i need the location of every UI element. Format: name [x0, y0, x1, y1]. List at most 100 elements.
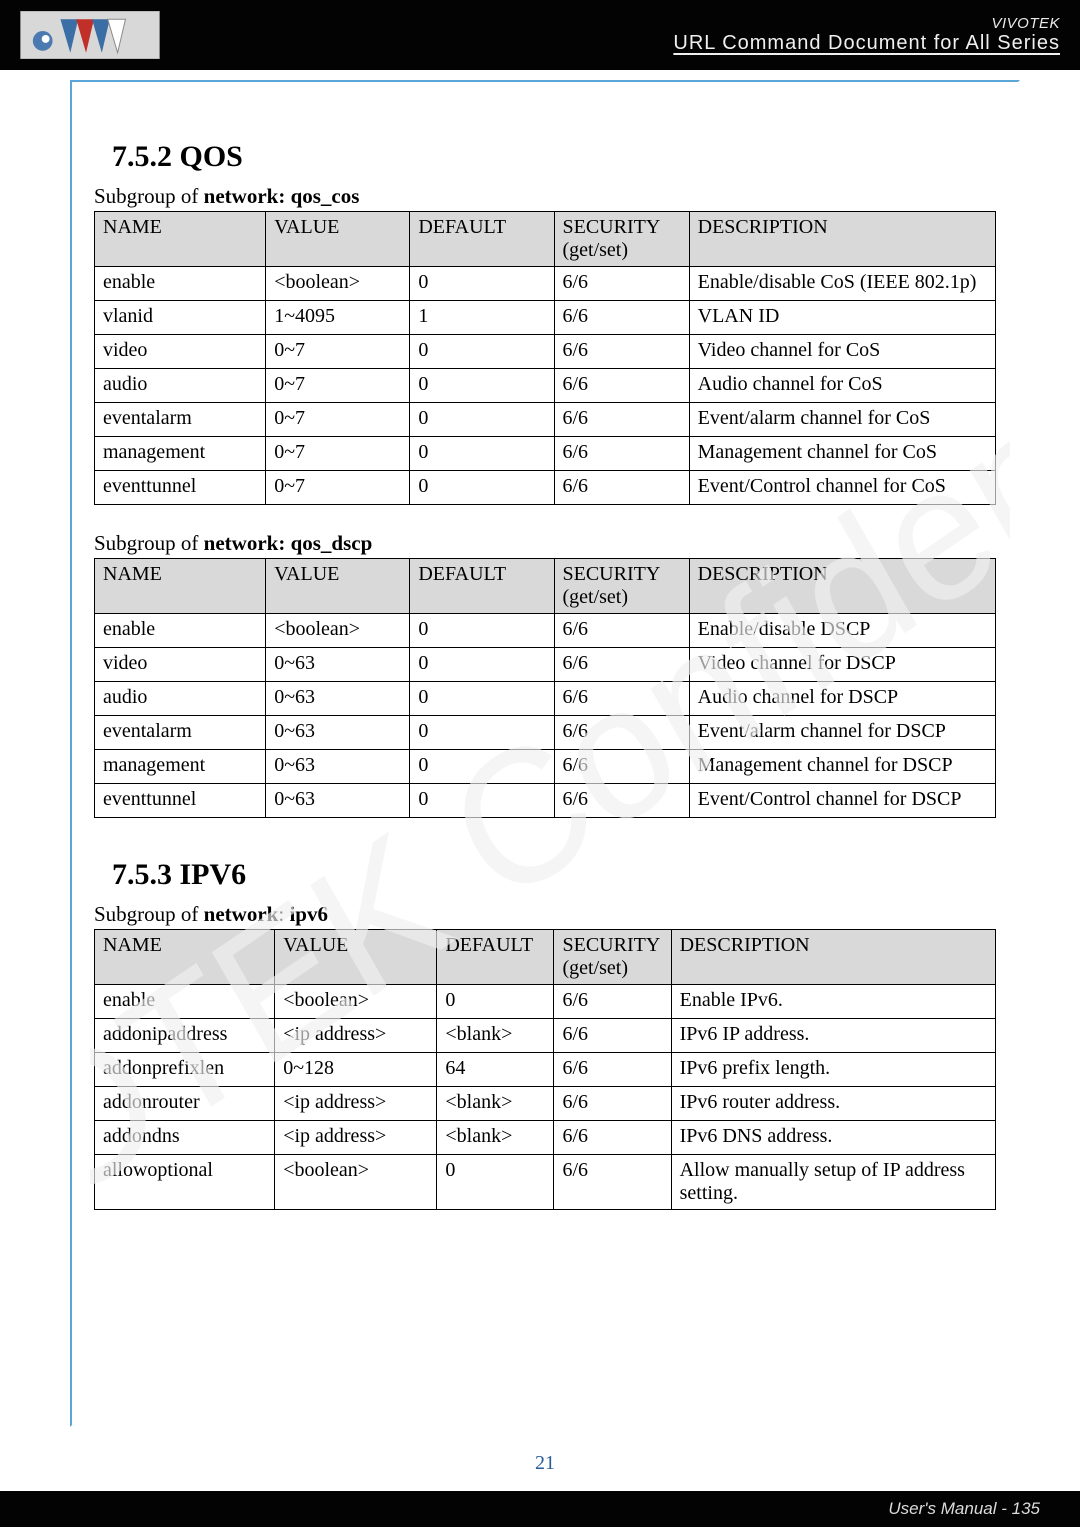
- table-cell: enable: [95, 614, 266, 648]
- table-cell: 0: [410, 471, 554, 505]
- th-value: VALUE: [266, 212, 410, 267]
- th-security: SECURITY(get/set): [554, 212, 689, 267]
- table-row: management0~706/6Management channel for …: [95, 437, 996, 471]
- th-security: SECURITY(get/set): [554, 930, 671, 985]
- table-cell: 0~7: [266, 403, 410, 437]
- table-cell: IPv6 prefix length.: [671, 1053, 995, 1087]
- table-cell: 0~63: [266, 682, 410, 716]
- table-cell: eventalarm: [95, 716, 266, 750]
- header-text: VIVOTEK URL Command Document for All Ser…: [673, 15, 1060, 55]
- table-cell: Event/alarm channel for CoS: [689, 403, 995, 437]
- table-cell: 0: [437, 1155, 554, 1210]
- table-cell: 6/6: [554, 614, 689, 648]
- footer-text: User's Manual - 135: [888, 1499, 1040, 1519]
- th-default: DEFAULT: [410, 212, 554, 267]
- table-cell: 6/6: [554, 750, 689, 784]
- table-row: addonprefixlen0~128646/6IPv6 prefix leng…: [95, 1053, 996, 1087]
- table-cell: Enable/disable CoS (IEEE 802.1p): [689, 267, 995, 301]
- table-cell: Audio channel for CoS: [689, 369, 995, 403]
- page-number: 21: [72, 1452, 1018, 1475]
- header-brand: VIVOTEK: [673, 15, 1060, 32]
- table-cell: 0: [410, 614, 554, 648]
- table-cell: 0: [410, 335, 554, 369]
- table-cell: 0~128: [275, 1053, 437, 1087]
- table-row: audio0~6306/6Audio channel for DSCP: [95, 682, 996, 716]
- table-cell: 6/6: [554, 784, 689, 818]
- table-cell: <ip address>: [275, 1019, 437, 1053]
- table-row: addonrouter<ip address><blank>6/6IPv6 ro…: [95, 1087, 996, 1121]
- table-cell: 0~63: [266, 750, 410, 784]
- table-cell: <boolean>: [275, 985, 437, 1019]
- table-row: video0~706/6Video channel for CoS: [95, 335, 996, 369]
- table-row: enable<boolean>06/6Enable/disable CoS (I…: [95, 267, 996, 301]
- table-cell: 6/6: [554, 1155, 671, 1210]
- table-cell: 6/6: [554, 682, 689, 716]
- table-cell: <boolean>: [266, 614, 410, 648]
- th-description: DESCRIPTION: [671, 930, 995, 985]
- table-cell: 0~7: [266, 471, 410, 505]
- table-cell: IPv6 DNS address.: [671, 1121, 995, 1155]
- table-cell: 6/6: [554, 437, 689, 471]
- th-default: DEFAULT: [437, 930, 554, 985]
- table-row: eventalarm0~706/6Event/alarm channel for…: [95, 403, 996, 437]
- table-cell: 0~63: [266, 648, 410, 682]
- th-value: VALUE: [266, 559, 410, 614]
- table-cell: 6/6: [554, 471, 689, 505]
- subgroup-label-dscp: Subgroup of network: qos_dscp: [94, 531, 996, 556]
- table-cell: video: [95, 648, 266, 682]
- table-header-row: NAME VALUE DEFAULT SECURITY(get/set) DES…: [95, 559, 996, 614]
- th-name: NAME: [95, 559, 266, 614]
- th-value: VALUE: [275, 930, 437, 985]
- table-cell: 6/6: [554, 1019, 671, 1053]
- table-cell: video: [95, 335, 266, 369]
- table-cell: enable: [95, 267, 266, 301]
- table-cell: <ip address>: [275, 1087, 437, 1121]
- table-cell: 6/6: [554, 267, 689, 301]
- page-footer: User's Manual - 135: [0, 1491, 1080, 1527]
- section-heading-ipv6: 7.5.3 IPV6: [112, 858, 996, 892]
- table-cell: Management channel for DSCP: [689, 750, 995, 784]
- table-cell: audio: [95, 369, 266, 403]
- table-cell: <boolean>: [266, 267, 410, 301]
- table-cell: 0: [410, 437, 554, 471]
- table-cell: 0~7: [266, 437, 410, 471]
- table-cell: 6/6: [554, 1053, 671, 1087]
- table-cell: 6/6: [554, 648, 689, 682]
- table-cell: management: [95, 750, 266, 784]
- table-cell: 6/6: [554, 1121, 671, 1155]
- th-name: NAME: [95, 212, 266, 267]
- table-cell: 0: [410, 648, 554, 682]
- table-row: eventalarm0~6306/6Event/alarm channel fo…: [95, 716, 996, 750]
- table-cell: Event/alarm channel for DSCP: [689, 716, 995, 750]
- table-cell: Video channel for DSCP: [689, 648, 995, 682]
- page-header: VIVOTEK URL Command Document for All Ser…: [0, 0, 1080, 70]
- table-qos-cos: NAME VALUE DEFAULT SECURITY(get/set) DES…: [94, 211, 996, 505]
- table-cell: 0: [410, 784, 554, 818]
- table-cell: <blank>: [437, 1087, 554, 1121]
- table-row: enable<boolean>06/6Enable/disable DSCP: [95, 614, 996, 648]
- table-cell: eventtunnel: [95, 471, 266, 505]
- table-cell: 6/6: [554, 716, 689, 750]
- th-description: DESCRIPTION: [689, 212, 995, 267]
- table-cell: 0: [410, 682, 554, 716]
- content-frame: 7.5.2 QOS Subgroup of network: qos_cos N…: [70, 80, 1020, 1427]
- table-cell: Video channel for CoS: [689, 335, 995, 369]
- table-cell: 0: [410, 716, 554, 750]
- table-cell: audio: [95, 682, 266, 716]
- subgroup-label-cos: Subgroup of network: qos_cos: [94, 184, 996, 209]
- table-cell: Audio channel for DSCP: [689, 682, 995, 716]
- table-cell: 0: [410, 403, 554, 437]
- table-cell: <boolean>: [275, 1155, 437, 1210]
- table-cell: <ip address>: [275, 1121, 437, 1155]
- table-cell: Enable IPv6.: [671, 985, 995, 1019]
- th-security: SECURITY(get/set): [554, 559, 689, 614]
- table-cell: 0~7: [266, 335, 410, 369]
- table-row: audio0~706/6Audio channel for CoS: [95, 369, 996, 403]
- table-cell: Management channel for CoS: [689, 437, 995, 471]
- th-description: DESCRIPTION: [689, 559, 995, 614]
- table-row: management0~6306/6Management channel for…: [95, 750, 996, 784]
- table-cell: addonprefixlen: [95, 1053, 275, 1087]
- table-cell: 6/6: [554, 369, 689, 403]
- table-cell: 6/6: [554, 985, 671, 1019]
- table-row: vlanid1~409516/6VLAN ID: [95, 301, 996, 335]
